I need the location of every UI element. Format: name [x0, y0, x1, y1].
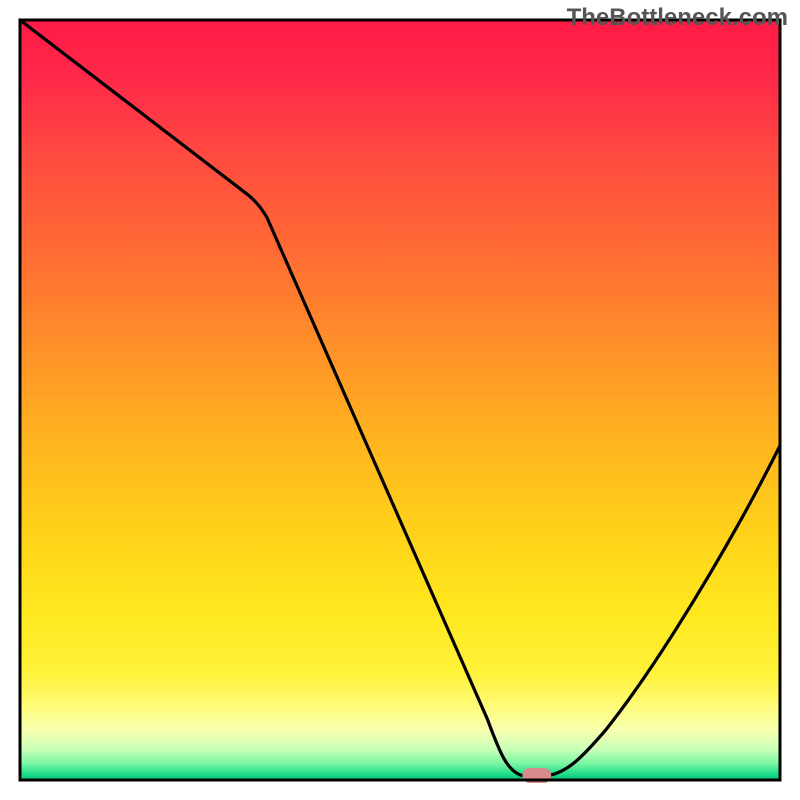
watermark-text: TheBottleneck.com [567, 4, 788, 32]
bottleneck-curve-chart [0, 0, 800, 800]
chart-container: TheBottleneck.com [0, 0, 800, 800]
plot-background [20, 20, 780, 780]
